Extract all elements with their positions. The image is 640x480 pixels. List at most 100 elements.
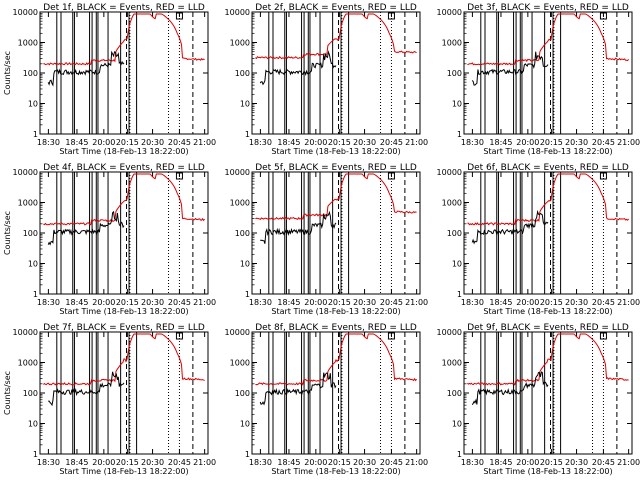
x-tick-label: 20:30 [141,298,164,307]
x-tick-label: 20:30 [353,458,376,467]
marker-box [175,172,183,180]
marker-box [175,332,183,340]
x-tick-label: 20:45 [168,298,191,307]
x-tick-label: 20:30 [565,298,588,307]
x-tick-label: 20:00 [92,458,115,467]
y-tick-label: 100 [23,69,38,78]
x-tick-label: 20:15 [116,138,139,147]
x-tick-label: 20:15 [540,298,563,307]
y-tick-label: 1000 [18,39,38,48]
x-tick-label: 18:45 [277,138,300,147]
x-tick-label: 20:00 [304,138,327,147]
y-tick-label: 10000 [13,328,38,337]
y-tick-label: 1000 [230,359,250,368]
events-series [471,209,549,245]
panel-title: Det 2f, BLACK = Events, RED = LLD [255,3,417,13]
y-tick-label: 100 [447,229,462,238]
y-tick-label: 100 [235,229,250,238]
x-tick-label: 18:30 [249,298,272,307]
y-tick-label: 100 [23,229,38,238]
x-tick-label: 20:15 [328,458,351,467]
y-tick-label: 10000 [225,8,250,17]
x-tick-label: 20:00 [92,298,115,307]
events-series [471,51,549,86]
panel-title: Det 1f, BLACK = Events, RED = LLD [43,3,205,13]
y-tick-label: 1 [33,290,38,299]
x-axis-label: Start Time (18-Feb-13 18:22:00) [271,467,400,476]
y-tick-label: 10 [28,420,38,429]
y-tick-label: 1 [457,450,462,459]
x-tick-label: 18:30 [249,458,272,467]
plot-frame [463,331,633,455]
events-series [260,210,337,244]
panel-title: Det 4f, BLACK = Events, RED = LLD [43,163,205,173]
x-tick-label: 20:15 [540,138,563,147]
x-tick-label: 20:00 [516,458,539,467]
x-tick-label: 18:45 [65,458,88,467]
x-tick-label: 21:00 [193,138,216,147]
y-tick-label: 10000 [437,168,462,177]
panel-title: Det 6f, BLACK = Events, RED = LLD [467,163,629,173]
marker-box [387,12,395,20]
lld-series [467,333,629,386]
y-tick-label: 10000 [225,168,250,177]
x-tick-label: 18:30 [461,458,484,467]
lld-series [255,13,417,60]
x-tick-label: 20:45 [168,458,191,467]
x-tick-label: 21:00 [617,298,640,307]
x-tick-label: 21:00 [405,458,428,467]
y-tick-label: 1 [245,290,250,299]
x-tick-label: 18:45 [65,138,88,147]
y-tick-label: 10000 [13,168,38,177]
y-tick-label: 1000 [230,199,250,208]
lld-series [467,173,629,226]
marker-box [599,332,607,340]
panel-title: Det 8f, BLACK = Events, RED = LLD [255,323,417,333]
y-tick-label: 1000 [18,359,38,368]
marker-box [599,172,607,180]
events-series [47,50,125,87]
x-tick-label: 18:45 [489,138,512,147]
x-tick-label: 20:45 [380,298,403,307]
x-tick-label: 20:00 [92,138,115,147]
events-series [259,50,337,86]
y-axis-label: Counts/sec [3,211,12,255]
x-tick-label: 20:15 [328,138,351,147]
x-tick-label: 18:45 [489,298,512,307]
x-tick-label: 20:30 [141,138,164,147]
panel-1: Det 1f, BLACK = Events, RED = LLD 1 10 100 1… [3,3,216,156]
y-tick-label: 100 [447,69,462,78]
x-axis-label: Start Time (18-Feb-13 18:22:00) [483,467,612,476]
x-tick-label: 20:00 [304,298,327,307]
x-axis-label: Start Time (18-Feb-13 18:22:00) [483,147,612,156]
y-tick-label: 1000 [442,199,462,208]
y-tick-label: 1000 [442,39,462,48]
plot-frame [251,171,421,295]
panel-9: Det 9f, BLACK = Events, RED = LLD 1 10 100 1… [437,323,640,476]
y-tick-label: 10 [240,100,250,109]
panel-5: Det 5f, BLACK = Events, RED = LLD 1 10 100 1… [225,163,429,316]
plot-frame [39,171,209,295]
x-tick-label: 18:30 [461,298,484,307]
x-tick-label: 18:30 [249,138,272,147]
marker-box [387,172,395,180]
x-tick-label: 20:00 [516,138,539,147]
x-axis-label: Start Time (18-Feb-13 18:22:00) [271,147,400,156]
y-tick-label: 100 [23,389,38,398]
y-tick-label: 100 [235,69,250,78]
marker-box [387,332,395,340]
y-tick-label: 1000 [442,359,462,368]
events-series [471,371,549,406]
plot-frame [39,331,209,455]
x-tick-label: 18:45 [489,458,512,467]
panel-title: Det 7f, BLACK = Events, RED = LLD [43,323,205,333]
y-axis-label: Counts/sec [3,51,12,95]
x-tick-label: 18:45 [65,298,88,307]
y-tick-label: 100 [235,389,250,398]
y-tick-label: 10 [240,260,250,269]
x-tick-label: 20:30 [565,458,588,467]
panel-7: Det 7f, BLACK = Events, RED = LLD 1 10 100 1… [3,323,216,476]
y-tick-label: 10 [452,100,462,109]
y-tick-label: 10 [240,420,250,429]
